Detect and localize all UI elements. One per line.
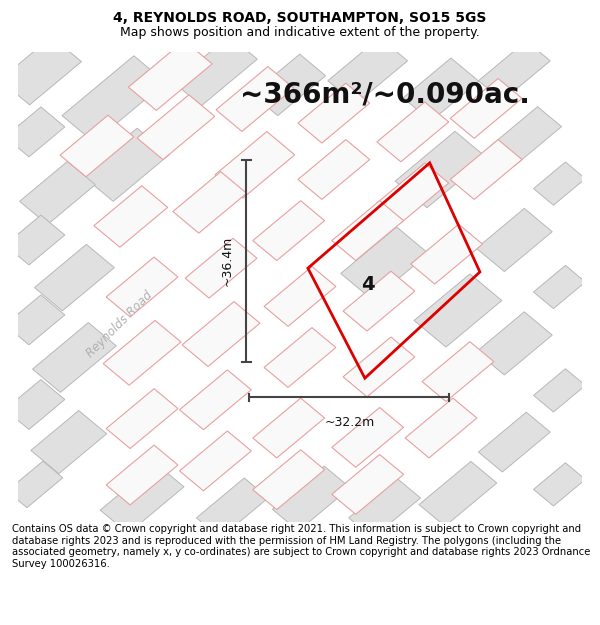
Polygon shape (343, 271, 415, 331)
Polygon shape (5, 295, 65, 345)
Polygon shape (403, 58, 479, 121)
Polygon shape (533, 462, 586, 506)
Polygon shape (419, 461, 497, 526)
Polygon shape (411, 224, 482, 284)
Polygon shape (332, 408, 404, 468)
Polygon shape (179, 431, 251, 491)
Polygon shape (490, 107, 562, 166)
Polygon shape (137, 95, 215, 159)
Polygon shape (31, 411, 107, 474)
Polygon shape (182, 302, 260, 366)
Text: Contains OS data © Crown copyright and database right 2021. This information is : Contains OS data © Crown copyright and d… (12, 524, 590, 569)
Polygon shape (60, 115, 134, 177)
Polygon shape (343, 337, 415, 397)
Polygon shape (395, 131, 487, 208)
Polygon shape (35, 244, 114, 311)
Text: 4: 4 (361, 275, 374, 294)
Polygon shape (414, 274, 502, 347)
Polygon shape (422, 342, 494, 401)
Polygon shape (533, 162, 586, 205)
Polygon shape (450, 139, 522, 199)
Polygon shape (81, 128, 169, 201)
Polygon shape (450, 79, 522, 138)
Polygon shape (533, 266, 586, 309)
Text: 4, REYNOLDS ROAD, SOUTHAMPTON, SO15 5GS: 4, REYNOLDS ROAD, SOUTHAMPTON, SO15 5GS (113, 11, 487, 26)
Polygon shape (173, 36, 257, 106)
Polygon shape (478, 412, 550, 472)
Polygon shape (179, 370, 251, 430)
Polygon shape (272, 466, 350, 531)
Text: ~32.2m: ~32.2m (324, 416, 374, 429)
Polygon shape (106, 389, 178, 449)
Text: ~36.4m: ~36.4m (220, 236, 233, 286)
Polygon shape (253, 201, 325, 261)
Text: Reynolds Road: Reynolds Road (84, 289, 155, 360)
Polygon shape (103, 321, 181, 385)
Polygon shape (264, 266, 336, 326)
Polygon shape (405, 398, 477, 458)
Polygon shape (100, 464, 184, 533)
Polygon shape (185, 238, 257, 298)
Polygon shape (341, 227, 428, 300)
Polygon shape (349, 478, 421, 538)
Polygon shape (5, 215, 65, 265)
Polygon shape (216, 67, 294, 131)
Polygon shape (106, 257, 178, 317)
Polygon shape (253, 398, 325, 458)
Polygon shape (20, 161, 95, 224)
Polygon shape (377, 102, 449, 162)
Polygon shape (128, 41, 212, 111)
Text: Map shows position and indicative extent of the property.: Map shows position and indicative extent… (120, 26, 480, 39)
Polygon shape (0, 37, 82, 105)
Polygon shape (328, 38, 407, 104)
Polygon shape (253, 450, 325, 509)
Polygon shape (377, 163, 449, 223)
Polygon shape (252, 54, 326, 116)
Polygon shape (332, 454, 404, 514)
Polygon shape (264, 328, 336, 388)
Polygon shape (298, 139, 370, 199)
Polygon shape (173, 172, 247, 233)
Polygon shape (106, 445, 178, 505)
Polygon shape (332, 201, 404, 261)
Polygon shape (62, 56, 166, 142)
Polygon shape (32, 322, 116, 392)
Polygon shape (478, 41, 550, 101)
Polygon shape (298, 83, 370, 143)
Polygon shape (196, 478, 268, 538)
Polygon shape (476, 208, 552, 272)
Polygon shape (533, 369, 586, 412)
Polygon shape (5, 379, 65, 429)
Polygon shape (215, 132, 295, 198)
Text: ~366m²/~0.090ac.: ~366m²/~0.090ac. (239, 80, 530, 108)
Polygon shape (94, 186, 167, 248)
Polygon shape (476, 312, 552, 375)
Polygon shape (5, 107, 65, 157)
Polygon shape (7, 461, 63, 508)
